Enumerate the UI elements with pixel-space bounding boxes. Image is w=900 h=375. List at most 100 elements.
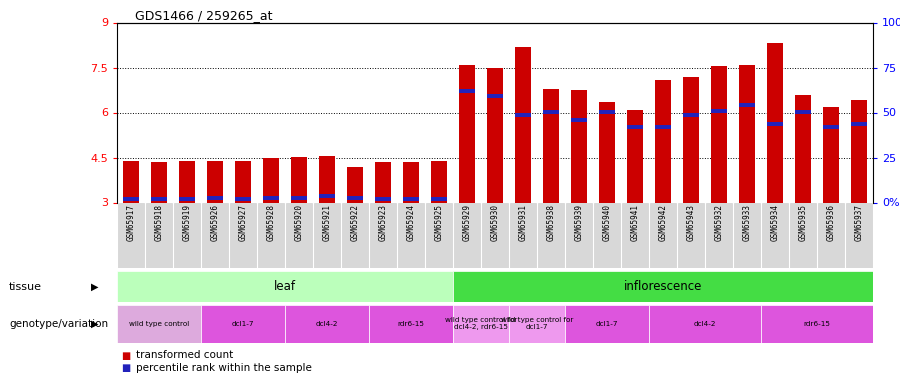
Text: GSM65924: GSM65924 (407, 204, 416, 242)
Text: GSM65923: GSM65923 (379, 204, 388, 242)
Text: GSM65918: GSM65918 (155, 204, 164, 242)
Bar (257, 202, 284, 268)
Bar (516, 113, 531, 117)
Bar (453, 271, 873, 302)
Bar (711, 109, 726, 112)
Bar (851, 100, 867, 202)
Bar (285, 202, 312, 268)
Bar (599, 110, 615, 114)
Text: dcl4-2: dcl4-2 (694, 321, 716, 327)
Text: wild type control: wild type control (129, 321, 189, 327)
Text: GDS1466 / 259265_at: GDS1466 / 259265_at (135, 9, 273, 22)
Bar (851, 122, 867, 126)
Bar (235, 197, 251, 201)
Text: inflorescence: inflorescence (624, 280, 702, 293)
Bar (768, 122, 783, 126)
Text: rdr6-15: rdr6-15 (398, 321, 425, 327)
Bar (201, 304, 285, 343)
Bar (487, 68, 503, 203)
Bar (706, 202, 733, 268)
Text: GSM65927: GSM65927 (238, 204, 248, 242)
Text: GSM65940: GSM65940 (602, 204, 611, 242)
Bar (739, 64, 755, 203)
Text: percentile rank within the sample: percentile rank within the sample (136, 363, 311, 373)
Text: GSM65925: GSM65925 (435, 204, 444, 242)
Bar (179, 160, 194, 202)
Bar (370, 202, 396, 268)
Bar (320, 156, 335, 203)
Bar (627, 110, 643, 202)
Bar (761, 202, 788, 268)
Bar (207, 161, 222, 202)
Bar (509, 202, 536, 268)
Text: wild type control for
dcl1-7: wild type control for dcl1-7 (500, 317, 573, 330)
Bar (544, 110, 559, 114)
Bar (403, 162, 418, 202)
Bar (398, 202, 425, 268)
Bar (264, 196, 279, 200)
Bar (118, 202, 144, 268)
Bar (627, 125, 643, 129)
Bar (594, 202, 620, 268)
Bar (459, 89, 474, 93)
Text: rdr6-15: rdr6-15 (804, 321, 831, 327)
Bar (796, 110, 811, 114)
Bar (572, 118, 587, 122)
Bar (207, 196, 222, 200)
Bar (431, 197, 446, 201)
Bar (655, 125, 670, 129)
Bar (459, 64, 474, 203)
Bar (824, 125, 839, 129)
Bar (146, 202, 173, 268)
Bar (509, 304, 565, 343)
Bar (117, 304, 201, 343)
Text: GSM65943: GSM65943 (687, 204, 696, 242)
Bar (375, 162, 391, 202)
Text: ■: ■ (122, 363, 130, 373)
Text: GSM65935: GSM65935 (798, 204, 807, 242)
Bar (426, 202, 453, 268)
Text: ▶: ▶ (91, 319, 98, 329)
Text: GSM65934: GSM65934 (770, 204, 779, 242)
Bar (264, 158, 279, 203)
Text: wild type control for
dcl4-2, rdr6-15: wild type control for dcl4-2, rdr6-15 (445, 317, 518, 330)
Bar (369, 304, 453, 343)
Bar (789, 202, 816, 268)
Bar (824, 106, 839, 202)
Text: GSM65932: GSM65932 (715, 204, 724, 242)
Text: GSM65930: GSM65930 (491, 204, 500, 242)
Bar (761, 304, 873, 343)
Text: GSM65936: GSM65936 (826, 204, 835, 242)
Text: ▶: ▶ (91, 282, 98, 291)
Bar (565, 202, 592, 268)
Bar (649, 304, 761, 343)
Bar (683, 113, 698, 117)
Text: GSM65931: GSM65931 (518, 204, 527, 242)
Bar (123, 160, 139, 202)
Text: GSM65938: GSM65938 (546, 204, 555, 242)
Bar (431, 160, 446, 202)
Bar (846, 202, 872, 268)
Bar (454, 202, 481, 268)
Bar (347, 166, 363, 202)
Bar (202, 202, 229, 268)
Bar (292, 196, 307, 200)
Text: dcl1-7: dcl1-7 (232, 321, 254, 327)
Bar (739, 103, 755, 106)
Bar (683, 76, 698, 203)
Bar (230, 202, 256, 268)
Text: GSM65919: GSM65919 (183, 204, 192, 242)
Bar (151, 197, 166, 201)
Bar (313, 202, 340, 268)
Bar (320, 194, 335, 198)
Bar (117, 271, 453, 302)
Text: GSM65942: GSM65942 (659, 204, 668, 242)
Bar (678, 202, 705, 268)
Bar (347, 196, 363, 200)
Text: GSM65941: GSM65941 (631, 204, 640, 242)
Text: GSM65926: GSM65926 (211, 204, 220, 242)
Bar (565, 304, 649, 343)
Bar (285, 304, 369, 343)
Bar (572, 90, 587, 202)
Bar (622, 202, 648, 268)
